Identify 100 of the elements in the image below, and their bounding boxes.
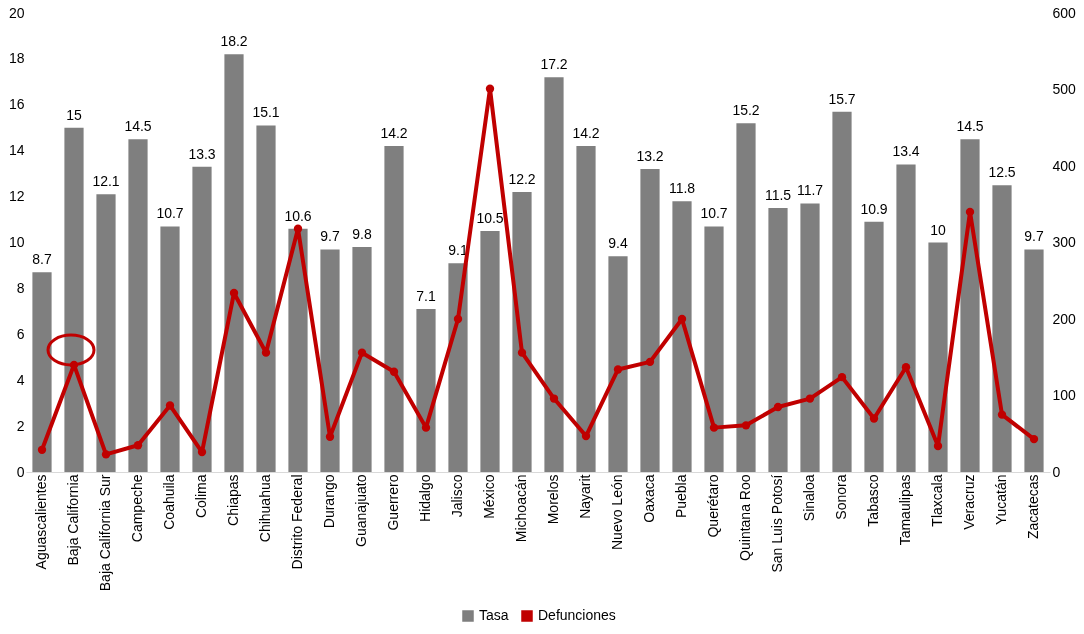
x-tick-label: Michoacán [513, 474, 529, 543]
point [101, 450, 111, 459]
x-tick-label: Colima [193, 474, 209, 519]
data-label: 11.7 [796, 182, 824, 199]
bar [608, 256, 628, 472]
bar [256, 125, 276, 472]
data-label: 10.9 [860, 200, 888, 217]
data-label: 14.5 [956, 118, 984, 135]
y2-tick-label: 100 [1052, 387, 1077, 403]
x-tick-label: México [481, 474, 497, 519]
point [709, 423, 719, 432]
bar [512, 192, 532, 472]
y2-tick-label: 0 [1052, 463, 1061, 480]
bar [736, 123, 756, 472]
point [229, 288, 239, 298]
x-tick-label: Chiapas [225, 474, 241, 526]
point [549, 394, 559, 403]
data-label: 11.5 [764, 187, 792, 204]
y2-tick-label: 600 [1052, 4, 1077, 21]
bar [96, 194, 116, 472]
y-tick-label: 0 [16, 463, 25, 480]
y2-tick-label: 200 [1052, 310, 1077, 327]
point [741, 421, 751, 430]
data-label: 11.8 [668, 180, 696, 197]
data-label: 8.7 [32, 251, 52, 268]
data-label: 17.2 [540, 56, 568, 73]
data-label: 18.2 [220, 33, 248, 50]
data-label: 15.7 [828, 90, 856, 107]
point [773, 402, 783, 412]
x-tick-label: Querétaro [705, 474, 721, 538]
x-tick-label: Aguascalientes [33, 474, 49, 570]
y-tick-label: 14 [8, 142, 25, 159]
x-tick-label: Distrito Federal [289, 474, 305, 570]
bar [992, 185, 1012, 472]
x-tick-label: Sonora [833, 474, 849, 520]
data-label: 10.7 [700, 205, 728, 222]
point [261, 348, 271, 357]
bar [896, 164, 916, 472]
x-tick-label: Durango [321, 474, 337, 529]
data-label: 15.2 [732, 102, 760, 119]
y2-tick-label: 500 [1052, 81, 1077, 97]
x-tick-label: Hidalgo [417, 474, 433, 522]
point [293, 224, 303, 233]
y-tick-label: 10 [8, 234, 25, 250]
data-label: 12.1 [92, 173, 120, 190]
x-tick-label: Tamaulipas [897, 474, 913, 546]
data-label: 10 [930, 221, 946, 238]
bar [768, 208, 788, 472]
bar [960, 139, 980, 472]
data-label: 10.5 [476, 210, 504, 227]
y2-tick-label: 300 [1052, 234, 1077, 250]
bar [864, 221, 884, 472]
data-label: 13.2 [636, 148, 664, 165]
data-label: 9.1 [448, 242, 468, 259]
point [1029, 434, 1039, 444]
x-tick-label: Zacatecas [1025, 474, 1041, 540]
x-tick-label: Chihuahua [257, 474, 273, 543]
y-tick-label: 18 [8, 50, 25, 67]
x-tick-label: San Luis Potosí [769, 474, 785, 573]
x-tick-label: Nuevo León [609, 474, 625, 551]
x-tick-label: Baja California [65, 474, 81, 566]
point [517, 348, 527, 357]
data-label: 9.8 [352, 226, 372, 243]
bar [1024, 249, 1044, 472]
point [133, 441, 143, 450]
point [869, 414, 879, 423]
bar [160, 226, 180, 472]
x-tick-label: Baja California Sur [97, 474, 113, 592]
bar [640, 169, 660, 472]
data-label: 13.4 [892, 143, 920, 160]
bar [32, 272, 52, 472]
y-tick-label: 8 [16, 279, 25, 296]
bar [832, 111, 852, 472]
data-label: 9.7 [320, 228, 340, 245]
y-tick-label: 4 [16, 371, 25, 388]
point [837, 372, 847, 382]
point [453, 314, 463, 324]
point [805, 394, 815, 403]
bar [448, 263, 468, 472]
bar [416, 309, 436, 472]
point [613, 365, 623, 374]
x-tick-label: Morelos [545, 474, 561, 525]
legend-label: Tasa [479, 607, 509, 623]
data-label: 10.6 [284, 207, 312, 224]
data-label: 13.3 [188, 145, 216, 162]
data-label: 9.4 [608, 235, 628, 252]
point [389, 367, 399, 376]
y-tick-label: 16 [8, 96, 25, 113]
data-label: 12.5 [988, 164, 1016, 181]
x-tick-label: Jalisco [449, 474, 465, 518]
point [997, 410, 1007, 419]
point [933, 441, 943, 451]
data-label: 14.2 [380, 125, 408, 142]
bar [576, 146, 596, 472]
bar [224, 54, 244, 472]
y-tick-label: 12 [8, 188, 25, 205]
point [165, 401, 175, 410]
point [645, 357, 655, 367]
point [357, 348, 367, 357]
bar [672, 201, 692, 472]
